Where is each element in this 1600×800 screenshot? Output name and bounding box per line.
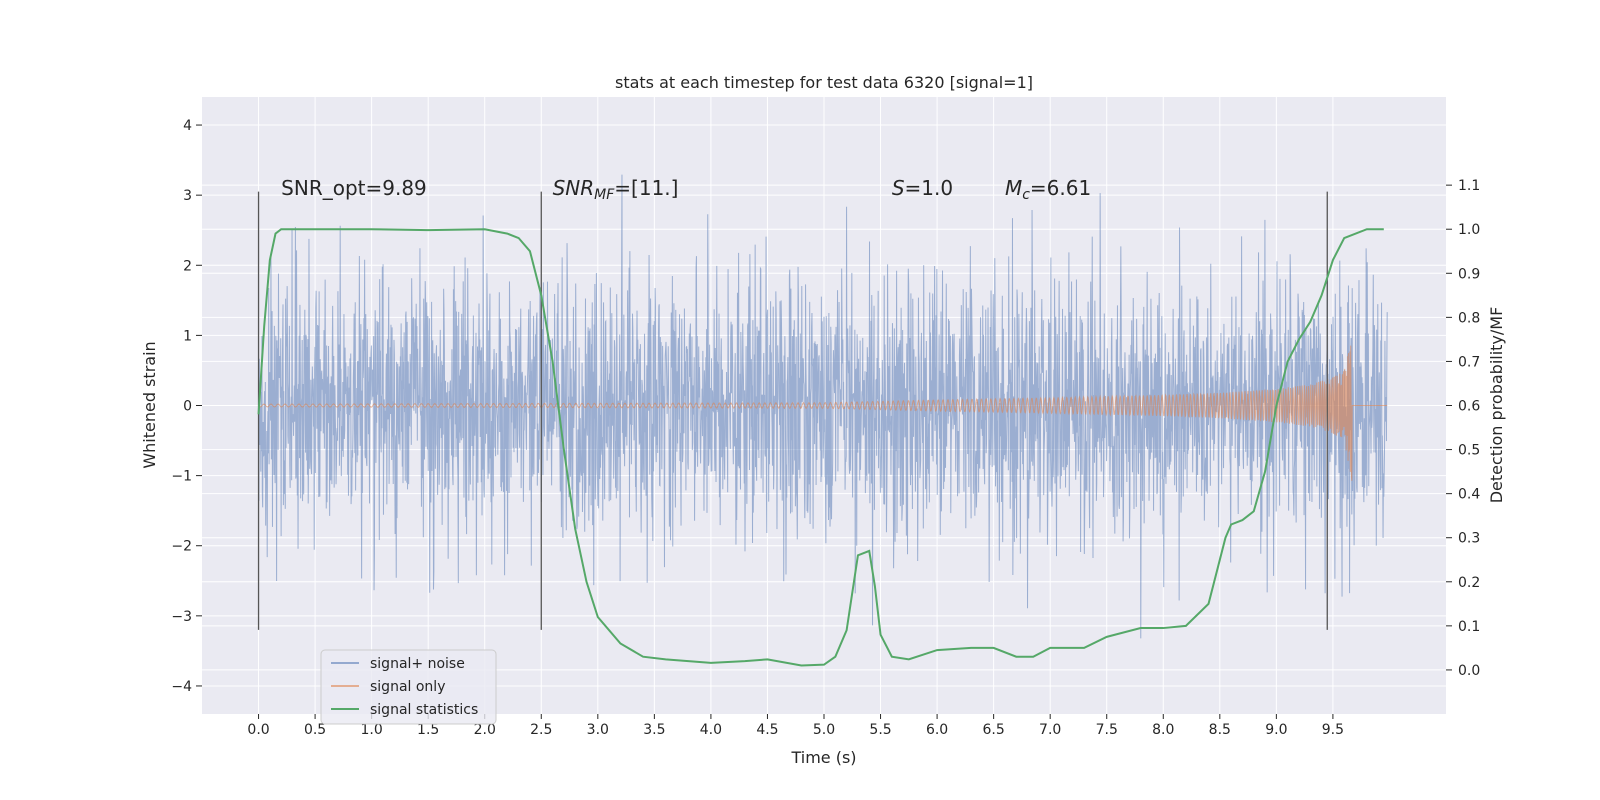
x-tick-label: 6.0 xyxy=(926,722,948,738)
y-tick-label: 3 xyxy=(183,188,192,204)
y2-tick-label: 0.6 xyxy=(1458,399,1480,415)
y-tick-label: 2 xyxy=(183,258,192,274)
y-tick-label: −4 xyxy=(171,679,192,695)
annotation-0: SNR_opt=9.89 xyxy=(281,176,427,200)
annotation-2: S=1.0 xyxy=(892,176,953,200)
y2-tick-label: 0.7 xyxy=(1458,354,1480,370)
y2-tick-label: 0.8 xyxy=(1458,310,1480,326)
x-tick-label: 3.0 xyxy=(587,722,609,738)
series-signal-only-line xyxy=(258,345,1388,481)
legend-label-signal-only: signal only xyxy=(370,679,445,695)
x-tick-label: 2.0 xyxy=(474,722,496,738)
annotations: SNR_opt=9.89 SNRMF=[11.] S=1.0 Mc=6.61 xyxy=(281,176,1091,203)
series-signal-plus-noise-line xyxy=(258,174,1388,639)
annotation-1: SNRMF=[11.] xyxy=(553,176,679,203)
x-tick-label: 8.0 xyxy=(1152,722,1174,738)
x-tick-label: 0.0 xyxy=(247,722,269,738)
x-tick-label: 1.5 xyxy=(417,722,439,738)
y2-axis-label: Detection probability/MF xyxy=(1487,307,1506,504)
x-tick-label: 4.5 xyxy=(756,722,778,738)
y-tick-label: 1 xyxy=(183,328,192,344)
x-tick-label: 1.0 xyxy=(361,722,383,738)
x-tick-label: 5.5 xyxy=(869,722,891,738)
y-axis-left-ticks: −4 −3 −2 −1 0 1 2 3 4 xyxy=(171,118,202,695)
x-tick-label: 2.5 xyxy=(530,722,552,738)
legend-box xyxy=(320,649,497,725)
y2-tick-label: 0.9 xyxy=(1458,266,1480,282)
x-tick-label: 7.0 xyxy=(1039,722,1061,738)
y2-tick-label: 1.0 xyxy=(1458,222,1480,238)
y2-tick-label: 0.5 xyxy=(1458,443,1480,459)
x-tick-label: 8.5 xyxy=(1209,722,1231,738)
y-axis-label: Whitened strain xyxy=(140,341,159,468)
chart-title: stats at each timestep for test data 632… xyxy=(615,73,1033,92)
x-tick-label: 5.0 xyxy=(813,722,835,738)
x-axis-ticks: 0.0 0.5 1.0 1.5 2.0 2.5 3.0 3.5 4.0 4.5 5.0 5.5 6.0 6… xyxy=(247,714,1344,738)
legend-label-signal-statistics: signal statistics xyxy=(370,702,478,718)
x-tick-label: 9.0 xyxy=(1265,722,1287,738)
y-tick-label: −3 xyxy=(171,609,192,625)
series-signal-statistics-line xyxy=(257,228,1384,667)
x-tick-label: 9.5 xyxy=(1322,722,1344,738)
y2-tick-label: 0.3 xyxy=(1458,531,1480,547)
y2-tick-label: 0.2 xyxy=(1458,575,1480,591)
annotation-3: Mc=6.61 xyxy=(1005,176,1091,203)
y2-tick-label: 0.4 xyxy=(1458,487,1480,503)
y2-tick-label: 1.1 xyxy=(1458,178,1480,194)
x-tick-label: 4.0 xyxy=(700,722,722,738)
x-tick-label: 7.5 xyxy=(1096,722,1118,738)
legend-label-signal-plus-noise: signal+ noise xyxy=(370,656,465,672)
y-axis-right-ticks: 0.0 0.1 0.2 0.3 0.4 0.5 0.6 0.7 0.8 0.9 1.0 1.1 xyxy=(1446,178,1480,679)
y-tick-label: 0 xyxy=(183,399,192,415)
x-axis-label: Time (s) xyxy=(790,748,856,767)
y-tick-label: −2 xyxy=(171,539,192,555)
y2-tick-label: 0.1 xyxy=(1458,619,1480,635)
x-tick-label: 6.5 xyxy=(983,722,1005,738)
x-tick-label: 3.5 xyxy=(643,722,665,738)
legend: signal+ noise signal only signal statist… xyxy=(320,649,497,725)
y2-tick-label: 0.0 xyxy=(1458,663,1480,679)
y-tick-label: −1 xyxy=(171,469,192,485)
y-tick-label: 4 xyxy=(183,118,192,134)
x-tick-label: 0.5 xyxy=(304,722,326,738)
